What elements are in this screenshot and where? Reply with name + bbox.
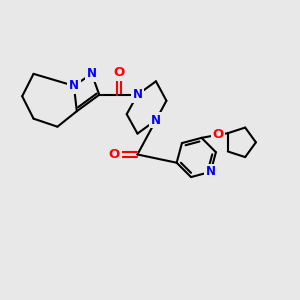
- Text: N: N: [151, 114, 161, 127]
- Text: N: N: [206, 165, 216, 178]
- Text: O: O: [212, 128, 224, 141]
- Text: O: O: [113, 66, 124, 79]
- Text: N: N: [69, 79, 79, 92]
- Text: N: N: [133, 88, 142, 101]
- Text: O: O: [109, 148, 120, 161]
- Text: N: N: [87, 68, 97, 80]
